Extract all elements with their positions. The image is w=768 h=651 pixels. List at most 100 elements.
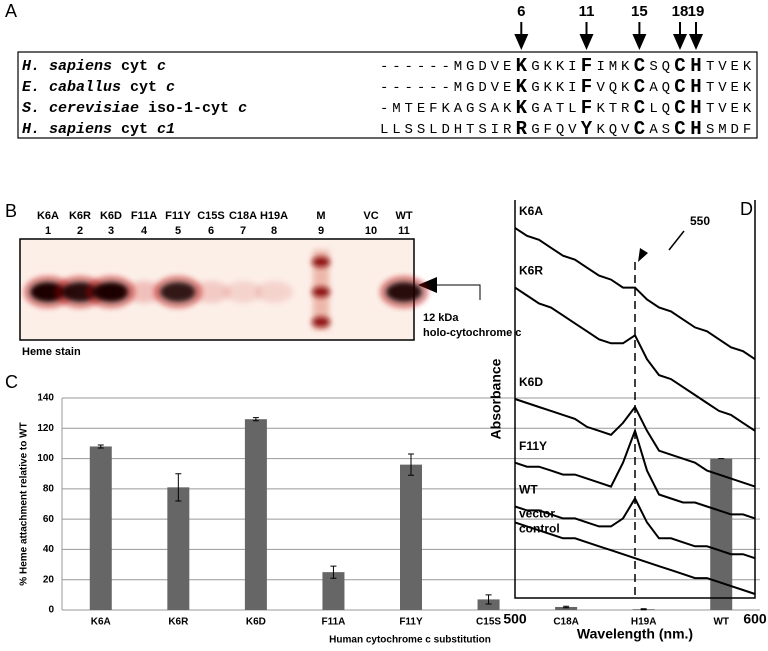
residue: L	[429, 122, 437, 138]
residue: M	[392, 101, 400, 117]
lane-number: 9	[318, 225, 324, 237]
species-word: E.	[22, 79, 49, 96]
residue: F	[743, 122, 751, 138]
lane-number: 10	[365, 225, 377, 237]
x-tick-label: WT	[713, 617, 729, 628]
bar	[244, 419, 267, 610]
residue: Q	[609, 80, 617, 96]
y-tick-label: 140	[37, 393, 54, 404]
lane-name: F11Y	[165, 210, 191, 222]
bar	[167, 487, 190, 610]
species-word: H.	[22, 58, 49, 75]
y-tick-label: 120	[37, 423, 54, 434]
x-tick-label: 500	[503, 611, 527, 627]
lane-name: K6D	[100, 210, 122, 222]
residue: -	[417, 80, 425, 96]
gel-band	[92, 281, 130, 303]
residue: G	[466, 101, 474, 117]
residue: L	[568, 101, 576, 117]
panel-label: B	[5, 201, 17, 221]
residue: A	[649, 80, 658, 96]
bar	[322, 572, 345, 610]
species-name: H. sapiens cyt c	[22, 58, 166, 75]
residue: T	[609, 101, 617, 117]
gel-band	[385, 281, 423, 303]
residue: R	[621, 101, 630, 117]
residue: D	[731, 122, 739, 138]
alignment-box	[17, 51, 758, 139]
highlight-residue: F	[581, 55, 592, 77]
error-bar	[97, 444, 104, 449]
species-word: c1	[157, 121, 175, 138]
highlight-residue: F	[581, 97, 592, 119]
bar	[555, 606, 578, 610]
highlight-residue: C	[674, 97, 685, 119]
residue: S	[706, 122, 714, 138]
residue: -	[392, 59, 400, 75]
bar	[89, 446, 112, 610]
marker-name: holo-cytochrome c	[423, 327, 521, 339]
residue: M	[454, 80, 462, 96]
residue: F	[429, 101, 437, 117]
species-word: c	[166, 79, 175, 96]
residue: T	[405, 101, 413, 117]
error-bar	[330, 565, 337, 579]
residue: S	[417, 122, 425, 138]
residue: V	[596, 80, 605, 96]
highlight-residue: C	[634, 97, 645, 119]
x-tick-label: C15S	[476, 617, 501, 628]
residue: V	[718, 80, 727, 96]
position-arrowhead	[689, 34, 703, 50]
residue: L	[380, 122, 388, 138]
species-word: H.	[22, 121, 49, 138]
residue: M	[454, 59, 462, 75]
residue: V	[718, 59, 727, 75]
panel-label: D	[740, 199, 753, 219]
species-word: S.	[22, 100, 49, 117]
residue: S	[478, 101, 486, 117]
series-label: K6R	[519, 264, 543, 278]
panel-label: C	[5, 372, 18, 392]
position-number: 11	[579, 3, 595, 20]
residue: G	[466, 80, 474, 96]
residue: K	[743, 101, 752, 117]
residue: -	[441, 80, 449, 96]
species-word: cyt	[130, 79, 166, 96]
series-label-word: vector	[519, 507, 558, 521]
highlight-residue: H	[690, 76, 701, 98]
y-axis-label: Absorbance	[488, 358, 504, 439]
highlight-residue: K	[516, 76, 528, 98]
residue: I	[491, 122, 499, 138]
lane-name: M	[316, 210, 325, 222]
x-tick-label: C18A	[553, 617, 579, 628]
species-word: cyt	[121, 121, 157, 138]
annotation-arrowhead	[638, 248, 648, 262]
residue: G	[531, 122, 539, 138]
residue: D	[478, 59, 486, 75]
residue: T	[706, 59, 714, 75]
lane-name: C18A	[229, 210, 257, 222]
spectrum-line	[514, 521, 756, 595]
error-bar	[175, 473, 182, 502]
residue: L	[649, 101, 657, 117]
highlight-residue: C	[634, 76, 645, 98]
highlight-residue: C	[674, 55, 685, 77]
highlight-residue: K	[516, 55, 528, 77]
spectrum-line	[514, 286, 756, 432]
highlight-residue: K	[516, 97, 528, 119]
lane-number: 7	[240, 225, 246, 237]
residue: I	[596, 59, 604, 75]
gel-band	[312, 257, 330, 267]
gel-band	[312, 317, 330, 327]
stain-label: Heme stain	[22, 346, 81, 358]
x-tick-label: K6R	[168, 617, 189, 628]
residue: -	[380, 101, 388, 117]
series-label: WT	[519, 483, 538, 497]
lane-number: 4	[141, 225, 148, 237]
spectrum-line	[514, 427, 756, 520]
residue: -	[429, 59, 437, 75]
residue: S	[478, 122, 486, 138]
residue: T	[466, 122, 474, 138]
